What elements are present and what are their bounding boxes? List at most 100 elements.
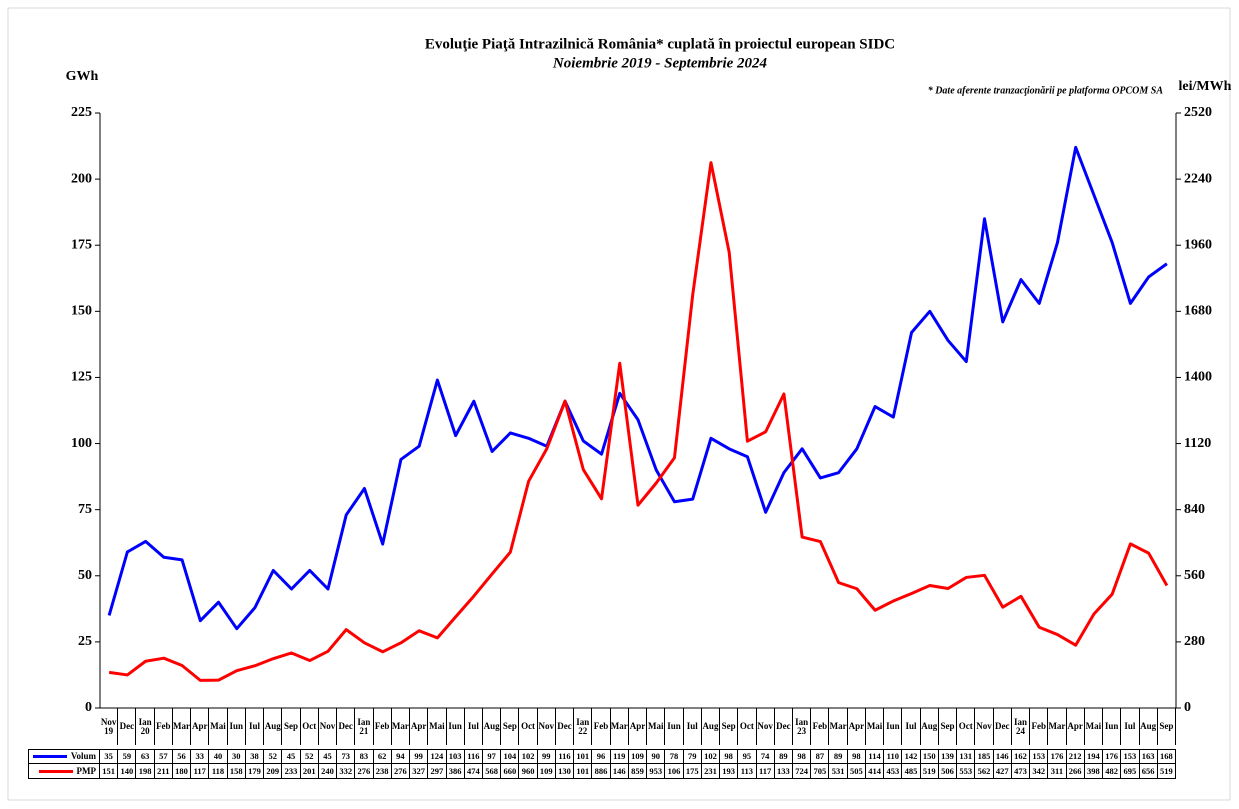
x-tick-label: Oct (301, 708, 319, 745)
x-tick-label: Iun (665, 708, 684, 745)
x-tick-label: Dec (337, 708, 356, 745)
y-tick-label: 50 (78, 568, 92, 583)
table-value: 150 (920, 749, 939, 764)
y-tick-label: 100 (71, 436, 92, 451)
table-value: 266 (1066, 764, 1085, 779)
table-value: 201 (300, 764, 319, 779)
table-value: 133 (774, 764, 793, 779)
table-value: 193 (720, 764, 739, 779)
x-tick-label: Dec (994, 708, 1012, 745)
legend-entry: PMP (28, 764, 100, 779)
y-tick-label: 0 (85, 700, 92, 715)
table-value: 332 (337, 764, 356, 779)
y2-tick-label: 0 (1184, 700, 1191, 715)
table-value: 238 (373, 764, 392, 779)
table-value: 427 (993, 764, 1012, 779)
x-tick-label: Mar (392, 708, 411, 745)
y2-tick-label: 2520 (1184, 105, 1212, 120)
y2-tick-label: 2240 (1184, 171, 1212, 186)
table-value: 62 (373, 749, 392, 764)
x-tick-label: Ian 22 (574, 708, 593, 745)
x-tick-label: Iul (246, 708, 265, 745)
table-value: 114 (865, 749, 885, 764)
table-value: 139 (938, 749, 958, 764)
x-tick-label: Nov (319, 708, 338, 745)
table-value: 231 (701, 764, 721, 779)
table-value: 87 (811, 749, 830, 764)
table-value: 198 (136, 764, 155, 779)
table-value: 90 (647, 749, 666, 764)
table-value: 211 (154, 764, 173, 779)
x-tick-label: Nov (538, 708, 556, 745)
table-value: 102 (701, 749, 721, 764)
table-value: 176 (1103, 749, 1122, 764)
table-value: 52 (300, 749, 319, 764)
table-value: 118 (209, 764, 228, 779)
x-tick-label: Iul (902, 708, 921, 745)
table-value: 110 (884, 749, 903, 764)
table-value: 474 (464, 764, 483, 779)
x-tick-label: Iun (1103, 708, 1122, 745)
line-series (107, 145, 1168, 631)
x-tick-label: Mar (173, 708, 192, 745)
table-value: 45 (318, 749, 338, 764)
y2-tick-label: 560 (1184, 568, 1205, 583)
x-tick-label: Aug (1140, 708, 1158, 745)
x-tick-label: Feb (811, 708, 830, 745)
table-value: 953 (647, 764, 666, 779)
x-tick-label: Mai (209, 708, 228, 745)
x-tick-label: Ian 20 (136, 708, 155, 745)
table-value: 83 (355, 749, 374, 764)
x-tick-label: Oct (957, 708, 976, 745)
x-tick-label: Ian 23 (793, 708, 812, 745)
x-tick-label: Feb (592, 708, 611, 745)
table-value: 240 (318, 764, 338, 779)
x-tick-label: Mar (611, 708, 629, 745)
table-value: 97 (482, 749, 502, 764)
y2-axis-label: lei/MWh (1179, 79, 1232, 94)
x-tick-label: Aug (921, 708, 939, 745)
table-value: 482 (1103, 764, 1122, 779)
table-value: 660 (501, 764, 520, 779)
y2-tick-label: 1680 (1184, 304, 1212, 319)
table-value: 101 (574, 749, 593, 764)
table-value: 45 (282, 749, 301, 764)
table-value: 142 (902, 749, 921, 764)
table-value: 153 (1121, 749, 1140, 764)
x-tick-label: Apr (629, 708, 648, 745)
legend-entry: Volum (28, 749, 100, 764)
table-value: 568 (482, 764, 502, 779)
x-tick-label: Aug (264, 708, 283, 745)
table-value: 185 (975, 749, 994, 764)
x-tick-label: Apr (1067, 708, 1085, 745)
table-value: 705 (811, 764, 830, 779)
table-value: 311 (1048, 764, 1067, 779)
x-tick-label: Mai (866, 708, 885, 745)
table-value: 485 (902, 764, 921, 779)
table-value: 276 (391, 764, 411, 779)
x-tick-label: Apr (410, 708, 429, 745)
table-value: 519 (920, 764, 939, 779)
table-value: 695 (1121, 764, 1140, 779)
table-value: 960 (519, 764, 538, 779)
table-value: 116 (555, 749, 575, 764)
table-value: 453 (884, 764, 903, 779)
table-value: 98 (720, 749, 739, 764)
table-value: 52 (264, 749, 283, 764)
legend-label: Volum (70, 751, 96, 761)
x-tick-label: Iun (447, 708, 465, 745)
chart-subtitle: Noiembrie 2019 - Septembrie 2024 (552, 55, 768, 71)
x-tick-label: Feb (155, 708, 173, 745)
table-value: 94 (391, 749, 411, 764)
table-value: 117 (756, 764, 775, 779)
table-value: 95 (738, 749, 757, 764)
table-value: 78 (665, 749, 684, 764)
table-value: 886 (592, 764, 611, 779)
table-value: 99 (410, 749, 429, 764)
x-tick-label: Iul (1121, 708, 1140, 745)
footnote: * Date aferente tranzacţionării pe platf… (928, 85, 1164, 96)
table-value: 56 (172, 749, 192, 764)
table-value: 33 (191, 749, 210, 764)
